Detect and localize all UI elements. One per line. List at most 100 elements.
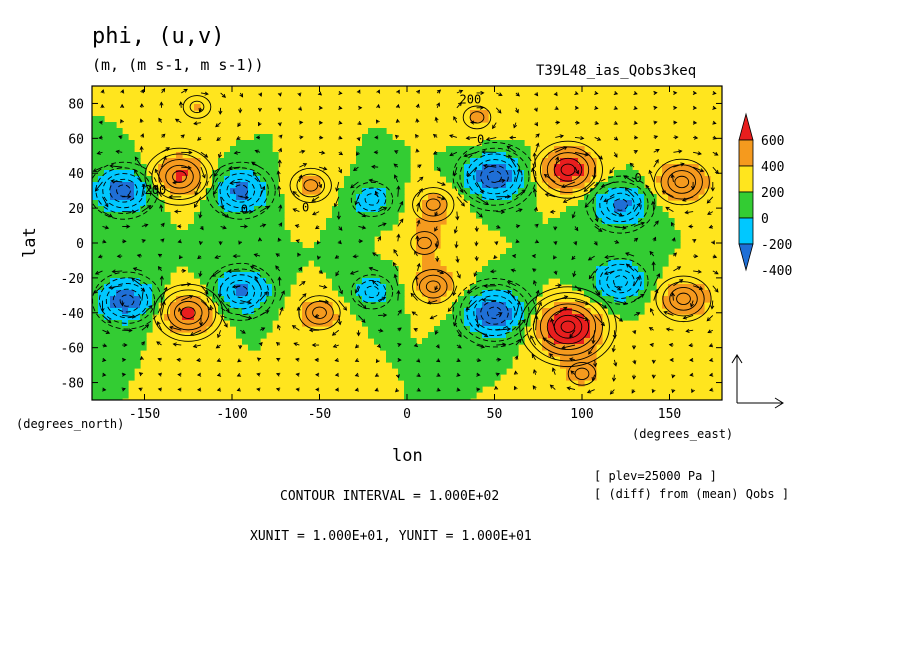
field-cell <box>122 278 129 285</box>
field-cell <box>194 308 201 315</box>
wind-arrow <box>592 330 596 344</box>
field-cell <box>206 314 213 321</box>
field-cell <box>500 314 507 321</box>
wind-arrow <box>173 343 182 346</box>
field-cell <box>122 344 129 351</box>
wind-arrow-head <box>156 341 161 346</box>
wind-arrow <box>311 196 320 202</box>
field-cell <box>512 314 519 321</box>
field-cell <box>500 206 507 213</box>
field-cell <box>224 236 231 243</box>
contour-line <box>592 258 649 305</box>
field-cell <box>134 350 141 357</box>
field-cell <box>536 212 543 219</box>
wind-arrow-head <box>229 180 234 186</box>
field-cell <box>458 296 465 303</box>
field-cell <box>230 296 237 303</box>
field-cell <box>116 314 123 321</box>
field-cell <box>266 242 273 249</box>
wind-arrow-head <box>714 151 719 156</box>
wind-arrow <box>456 270 461 279</box>
wind-arrow-head <box>669 357 674 362</box>
wind-arrow <box>633 222 645 227</box>
wind-arrow-head <box>298 266 302 272</box>
wind-arrow <box>414 250 418 257</box>
field-cell <box>500 350 507 357</box>
field-cell <box>146 320 153 327</box>
field-cell <box>134 224 141 231</box>
field-cell <box>386 260 393 267</box>
wind-arrow <box>338 315 341 325</box>
field-cell <box>656 236 663 243</box>
field-cell <box>116 188 123 195</box>
field-cell <box>440 368 447 375</box>
field-cell <box>608 242 615 249</box>
field-cell <box>506 182 513 189</box>
field-cell <box>578 266 585 273</box>
field-cell <box>512 248 519 255</box>
field-cell <box>254 218 261 225</box>
wind-arrow-head <box>588 275 593 280</box>
field-cell <box>302 254 309 261</box>
wind-arrow <box>614 225 626 229</box>
field-cell <box>134 152 141 159</box>
field-cell <box>362 236 369 243</box>
field-cell <box>116 224 123 231</box>
wind-arrow <box>437 270 444 274</box>
field-cell <box>212 212 219 219</box>
wind-arrow <box>534 188 537 197</box>
field-cell <box>212 194 219 201</box>
field-cell <box>248 320 255 327</box>
wind-arrow <box>157 321 162 331</box>
field-cell <box>104 176 111 183</box>
wind-arrow-head <box>109 164 114 169</box>
field-cell <box>224 182 231 189</box>
field-cell <box>182 254 189 261</box>
wind-arrow-head <box>228 165 233 171</box>
wind-arrow <box>666 328 674 331</box>
field-cell <box>248 170 255 177</box>
field-cell <box>494 224 501 231</box>
colorbar-label: 0 <box>761 212 769 227</box>
wind-arrow-head <box>710 305 715 310</box>
field-cell <box>128 266 135 273</box>
field-cell <box>506 146 513 153</box>
field-cell <box>434 398 441 400</box>
wind-arrow-head <box>515 92 520 97</box>
field-cell <box>236 332 243 339</box>
field-cell <box>392 320 399 327</box>
wind-arrow-head <box>323 166 328 171</box>
wind-arrow-head <box>688 224 693 229</box>
field-cell <box>224 278 231 285</box>
field-cell <box>266 170 273 177</box>
wind-arrow-head <box>481 297 486 303</box>
field-cell <box>476 182 483 189</box>
field-cell <box>440 266 447 273</box>
wind-arrow-head <box>102 239 107 244</box>
field-cell <box>470 374 477 381</box>
field-cell <box>512 146 519 153</box>
wind-arrow-head <box>436 167 441 172</box>
field-cell <box>392 362 399 369</box>
field-cell <box>650 194 657 201</box>
field-cell <box>452 362 459 369</box>
field-cell <box>164 158 171 165</box>
wind-arrow <box>506 145 517 153</box>
field-cell <box>584 170 591 177</box>
field-cell <box>584 368 591 375</box>
field-cell <box>608 194 615 201</box>
field-cell <box>170 260 177 267</box>
field-cell <box>122 338 129 345</box>
field-cell <box>122 206 129 213</box>
field-cell <box>446 386 453 393</box>
field-cell <box>494 284 501 291</box>
field-cell <box>644 284 651 291</box>
wind-arrow <box>650 308 655 316</box>
wind-arrow-head <box>189 332 195 336</box>
wind-arrow-head <box>577 287 582 292</box>
field-cell <box>338 248 345 255</box>
field-cell <box>656 266 663 273</box>
field-cell <box>338 266 345 273</box>
field-cell <box>386 308 393 315</box>
field-cell <box>470 176 477 183</box>
